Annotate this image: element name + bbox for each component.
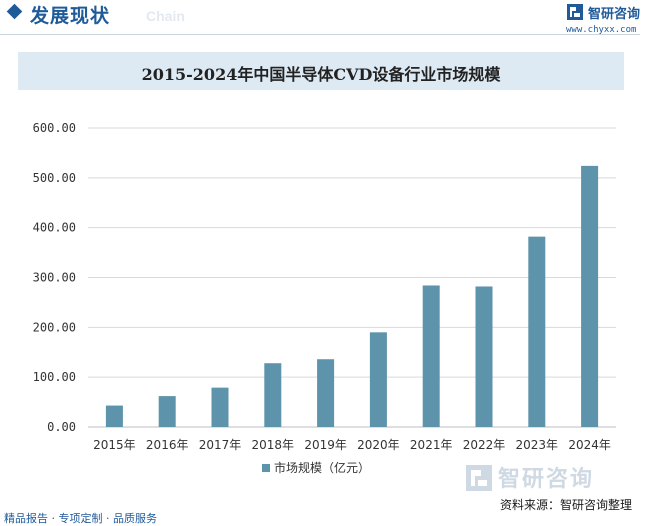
x-tick-label: 2022年 xyxy=(463,438,506,452)
x-tick-label: 2017年 xyxy=(199,438,242,452)
bar xyxy=(158,396,176,427)
bar xyxy=(369,332,387,427)
bar xyxy=(105,405,123,427)
bar xyxy=(264,363,282,427)
bar xyxy=(528,236,546,427)
legend-label: 市场规模（亿元） xyxy=(274,461,371,475)
y-tick-label: 600.00 xyxy=(33,121,76,135)
header-rule xyxy=(0,34,640,35)
header-bar: 发展现状 Chain 智研咨询 www.chyxx.com xyxy=(0,0,646,38)
brand-logo-icon xyxy=(567,4,583,20)
x-tick-label: 2018年 xyxy=(252,438,295,452)
section-title: 发展现状 xyxy=(30,5,111,27)
legend-swatch xyxy=(262,464,270,472)
y-tick-label: 100.00 xyxy=(33,370,76,384)
chain-ghost-text: Chain xyxy=(146,8,185,24)
x-tick-label: 2020年 xyxy=(357,438,400,452)
brand-name: 智研咨询 xyxy=(588,7,641,22)
x-tick-label: 2023年 xyxy=(516,438,559,452)
x-tick-label: 2016年 xyxy=(146,438,189,452)
brand-url[interactable]: www.chyxx.com xyxy=(566,25,637,35)
y-tick-label: 200.00 xyxy=(33,320,76,334)
chart-legend: 市场规模（亿元） xyxy=(262,459,370,476)
x-tick-label: 2024年 xyxy=(568,438,611,452)
chart-title-band xyxy=(18,52,624,90)
x-tick-label: 2021年 xyxy=(410,438,453,452)
chart-title: 2015-2024年中国半导体CVD设备行业市场规模 xyxy=(141,65,501,84)
x-tick-label: 2019年 xyxy=(304,438,347,452)
bar xyxy=(211,387,229,427)
y-tick-label: 300.00 xyxy=(33,271,76,285)
footer-slogan: 精品报告 · 专项定制 · 品质服务 xyxy=(4,512,157,525)
y-tick-label: 500.00 xyxy=(33,171,76,185)
y-tick-label: 0.00 xyxy=(47,420,76,434)
bar xyxy=(475,286,493,427)
bar xyxy=(422,285,440,427)
bar xyxy=(581,165,599,427)
x-tick-label: 2015年 xyxy=(93,438,136,452)
watermark-brand-text: 智研咨询 xyxy=(498,467,595,492)
watermark-logo-icon xyxy=(466,465,492,491)
bar xyxy=(317,359,335,427)
source-note: 资料来源：智研咨询整理 xyxy=(500,498,633,512)
y-tick-label: 400.00 xyxy=(33,221,76,235)
